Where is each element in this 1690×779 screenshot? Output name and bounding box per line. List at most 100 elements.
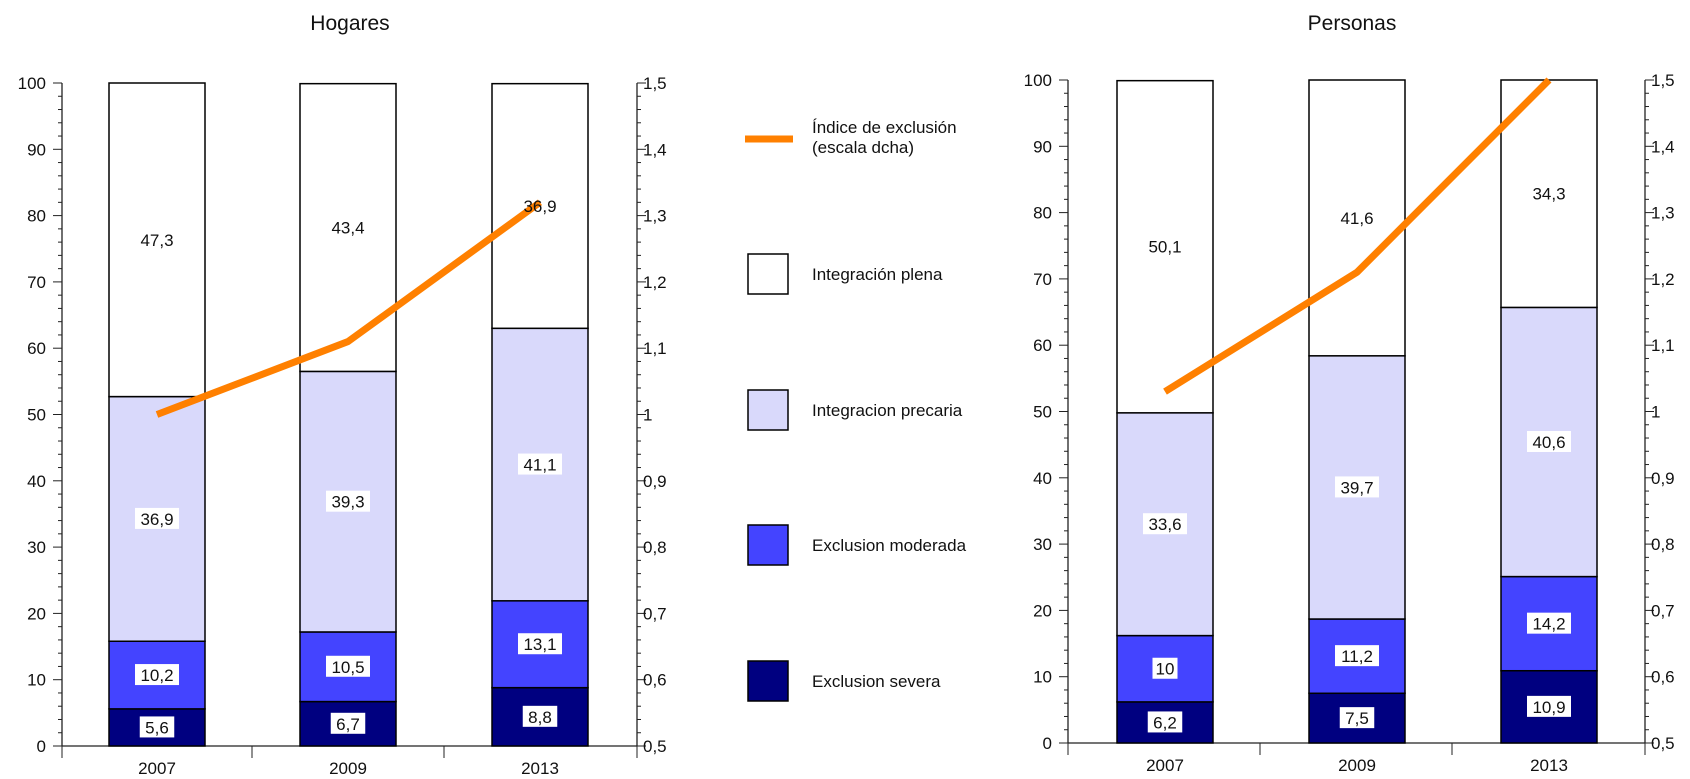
y2-tick-label-personas: 0,6	[1651, 668, 1675, 687]
y-tick-label-personas: 80	[1033, 204, 1052, 223]
x-tick-label-personas-2007: 2007	[1146, 756, 1184, 775]
data-label-bg-personas-2009-integracion-precaria	[1335, 476, 1379, 498]
y-tick-label-hogares: 20	[27, 604, 46, 623]
data-label-hogares-2007-exclusion-severa: 5,6	[145, 718, 169, 737]
y2-tick-label-personas: 0,9	[1651, 469, 1675, 488]
index-line-personas	[1163, 77, 1552, 395]
index-line-hogares	[155, 199, 543, 418]
y-tick-label-hogares: 70	[27, 273, 46, 292]
y2-tick-label-hogares: 1,1	[643, 339, 667, 358]
data-label-personas-2013-exclusion-severa: 10,9	[1532, 698, 1565, 717]
data-label-bg-hogares-2009-exclusion-severa	[330, 712, 366, 734]
y-tick-label-hogares: 100	[18, 74, 46, 93]
data-label-bg-hogares-2007-exclusion-severa	[139, 716, 175, 738]
data-label-personas-2013-exclusion-moderada: 14,2	[1532, 615, 1565, 634]
x-tick-label-hogares-2007: 2007	[138, 759, 176, 778]
y2-tick-label-hogares: 1,3	[643, 207, 667, 226]
data-label-personas-2009-integracion-plena: 41,6	[1340, 209, 1373, 228]
data-label-bg-hogares-2007-integracion-precaria	[135, 507, 179, 529]
y-tick-label-hogares: 50	[27, 406, 46, 425]
data-label-personas-2009-integracion-precaria: 39,7	[1340, 478, 1373, 497]
y-tick-label-personas: 70	[1033, 270, 1052, 289]
y2-tick-label-hogares: 0,8	[643, 538, 667, 557]
data-label-bg-hogares-2009-exclusion-moderada	[326, 655, 370, 677]
y2-tick-label-hogares: 0,9	[643, 472, 667, 491]
y-tick-label-personas: 10	[1033, 668, 1052, 687]
data-label-bg-hogares-2013-exclusion-moderada	[518, 633, 562, 655]
legend-swatch-plena	[747, 253, 789, 295]
data-label-personas-2007-integracion-plena: 50,1	[1148, 238, 1181, 257]
data-label-bg-hogares-2013-integracion-precaria	[518, 453, 562, 475]
data-label-personas-2013-integracion-precaria: 40,6	[1532, 433, 1565, 452]
y-tick-label-personas: 100	[1024, 71, 1052, 90]
y-tick-label-personas: 90	[1033, 137, 1052, 156]
y2-tick-label-personas: 1	[1651, 403, 1660, 422]
y2-tick-label-hogares: 1	[643, 406, 652, 425]
y2-tick-label-hogares: 1,4	[643, 140, 667, 159]
y2-tick-label-hogares: 0,6	[643, 671, 667, 690]
y-tick-label-personas: 20	[1033, 601, 1052, 620]
data-label-personas-2013-integracion-plena: 34,3	[1532, 185, 1565, 204]
legend-label-indice-scale: (escala dcha)	[812, 138, 914, 157]
bar-hogares-2007-integracion-plena	[108, 82, 206, 398]
data-label-personas-2009-exclusion-severa: 7,5	[1345, 709, 1369, 728]
data-label-hogares-2009-integracion-precaria: 39,3	[331, 493, 364, 512]
x-tick-label-personas-2013: 2013	[1530, 756, 1568, 775]
data-label-bg-personas-2007-exclusion-moderada	[1152, 657, 1178, 679]
data-label-personas-2007-integracion-precaria: 33,6	[1148, 515, 1181, 534]
legend-label-severa: Exclusion severa	[812, 672, 941, 691]
data-label-hogares-2013-integracion-plena: 36,9	[523, 197, 556, 216]
y2-tick-label-personas: 1,2	[1651, 270, 1675, 289]
chart-personas: Personas 0 10 20 30 40 50 60 70 80 90 100 0,5 0,6 0,7…	[1024, 12, 1675, 775]
data-label-bg-personas-2009-exclusion-severa	[1339, 707, 1375, 729]
data-label-personas-2007-exclusion-moderada: 10	[1156, 660, 1175, 679]
y2-tick-label-personas: 0,5	[1651, 734, 1675, 753]
y-tick-label-hogares: 30	[27, 538, 46, 557]
y2-tick-label-hogares: 1,2	[643, 273, 667, 292]
y-tick-label-hogares: 90	[27, 140, 46, 159]
data-label-bg-hogares-2013-exclusion-severa	[522, 705, 558, 727]
y-tick-label-personas: 60	[1033, 336, 1052, 355]
data-label-bg-hogares-2009-integracion-precaria	[326, 490, 370, 512]
chart-title-hogares: Hogares	[310, 12, 389, 35]
legend-swatch-moderada	[747, 524, 789, 566]
legend-swatch-severa	[747, 660, 789, 702]
data-label-bg-personas-2007-integracion-precaria	[1143, 513, 1187, 535]
y2-tick-label-personas: 1,4	[1651, 137, 1675, 156]
data-label-hogares-2009-exclusion-moderada: 10,5	[331, 658, 364, 677]
data-label-personas-2007-exclusion-severa: 6,2	[1153, 713, 1177, 732]
x-tick-label-personas-2009: 2009	[1338, 756, 1376, 775]
data-label-bg-personas-2013-integracion-precaria	[1527, 430, 1571, 452]
y2-tick-label-hogares: 1,5	[643, 74, 667, 93]
legend-label-indice: Índice de exclusión	[812, 118, 957, 137]
data-label-hogares-2009-integracion-plena: 43,4	[331, 219, 364, 238]
y-tick-label-hogares: 10	[27, 671, 46, 690]
legend-label-plena: Integración plena	[812, 265, 943, 284]
y2-tick-label-personas: 1,5	[1651, 71, 1675, 90]
x-tick-label-hogares-2013: 2013	[521, 759, 559, 778]
data-label-hogares-2013-exclusion-severa: 8,8	[528, 708, 552, 727]
y2-tick-label-personas: 0,7	[1651, 601, 1675, 620]
legend-label-moderada: Exclusion moderada	[812, 536, 967, 555]
data-label-hogares-2013-integracion-precaria: 41,1	[523, 456, 556, 475]
legend-label-precaria: Integracion precaria	[812, 401, 963, 420]
data-label-hogares-2007-integracion-plena: 47,3	[140, 231, 173, 250]
y-tick-label-personas: 50	[1033, 403, 1052, 422]
y-tick-label-personas: 30	[1033, 535, 1052, 554]
x-tick-label-hogares-2009: 2009	[329, 759, 367, 778]
bar-hogares-2009-integracion-plena	[299, 82, 397, 373]
data-label-personas-2009-exclusion-moderada: 11,2	[1341, 647, 1373, 666]
data-label-hogares-2007-exclusion-moderada: 10,2	[140, 666, 173, 685]
data-label-hogares-2013-exclusion-moderada: 13,1	[523, 635, 556, 654]
y2-tick-label-hogares: 0,7	[643, 604, 667, 623]
y-tick-label-hogares: 80	[27, 207, 46, 226]
data-label-hogares-2009-exclusion-severa: 6,7	[336, 715, 360, 734]
y-tick-label-personas: 0	[1043, 734, 1052, 753]
y-tick-label-hogares: 40	[27, 472, 46, 491]
data-label-bg-hogares-2007-exclusion-moderada	[135, 664, 179, 686]
data-label-bg-personas-2013-exclusion-moderada	[1527, 612, 1571, 634]
chart-title-personas: Personas	[1308, 12, 1397, 35]
y-tick-label-hogares: 0	[37, 737, 46, 756]
bar-personas-2007-integracion-plena	[1116, 79, 1214, 414]
